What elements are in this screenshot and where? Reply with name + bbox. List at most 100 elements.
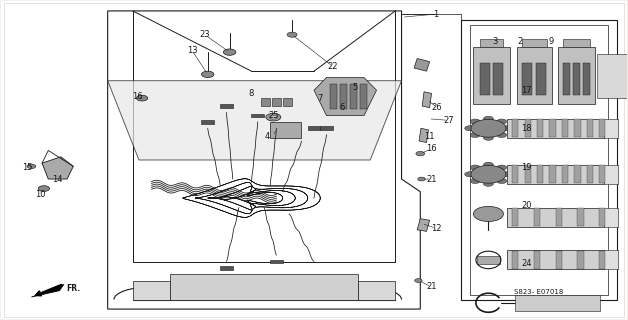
Bar [461,20,617,300]
Circle shape [471,165,506,183]
Polygon shape [417,219,430,231]
Circle shape [27,164,36,169]
Text: 8: 8 [249,89,254,98]
Bar [220,266,233,270]
Text: 22: 22 [328,62,338,71]
Bar [330,84,337,109]
Bar [536,63,546,95]
Text: 21: 21 [426,174,437,184]
Polygon shape [107,11,420,309]
Bar [604,119,618,138]
Bar [470,25,608,295]
Bar [512,165,519,183]
Text: 27: 27 [443,116,454,125]
Bar [516,295,600,311]
Bar [524,119,531,137]
Bar [512,119,519,137]
Bar [604,251,618,269]
Bar [550,119,556,137]
Text: 13: 13 [187,46,197,55]
Bar [507,165,604,184]
Polygon shape [480,39,504,47]
Bar [574,165,580,183]
Bar [340,84,347,109]
Circle shape [136,95,148,101]
Circle shape [484,162,494,167]
Circle shape [497,119,507,124]
Circle shape [224,49,236,55]
Text: 6: 6 [340,103,345,112]
Bar [587,119,593,137]
Bar [556,208,562,226]
Bar [537,165,543,183]
Circle shape [287,32,297,37]
Bar [220,104,233,108]
Circle shape [465,126,475,131]
Text: FR.: FR. [66,284,80,293]
Circle shape [266,113,281,121]
Bar [477,256,501,264]
Polygon shape [563,39,590,47]
Bar [534,251,540,269]
Bar [587,165,593,183]
Polygon shape [270,122,301,138]
Polygon shape [42,157,73,179]
Circle shape [470,165,480,170]
Text: 18: 18 [521,124,532,133]
Bar [577,251,583,269]
Bar [583,63,590,95]
Text: 25: 25 [268,111,279,120]
Circle shape [418,177,425,181]
Bar [604,165,618,184]
Circle shape [484,135,494,140]
Bar [573,63,580,95]
Circle shape [202,71,214,77]
Circle shape [38,186,50,191]
Circle shape [470,119,480,124]
Text: 24: 24 [521,259,532,268]
Bar [512,251,519,269]
Bar [599,119,605,137]
Bar [599,208,605,226]
Polygon shape [107,81,401,160]
Bar [562,119,568,137]
Text: 2: 2 [517,36,523,45]
Circle shape [502,126,512,131]
Text: 16: 16 [426,144,437,153]
Bar [599,165,605,183]
Bar [133,281,170,300]
Text: 21: 21 [426,282,437,292]
Circle shape [269,115,277,119]
Text: 17: 17 [521,86,532,95]
Polygon shape [31,284,64,297]
Text: 3: 3 [492,36,498,45]
Bar [556,251,562,269]
Bar [283,98,292,106]
Text: 4: 4 [264,132,270,141]
Bar [574,119,580,137]
Text: 9: 9 [549,36,554,45]
Circle shape [465,172,475,177]
Bar [494,63,504,95]
Bar [522,63,532,95]
Bar [524,165,531,183]
Text: 1: 1 [433,10,438,19]
Polygon shape [558,47,595,105]
Polygon shape [522,39,546,47]
Text: 23: 23 [199,30,210,39]
Bar [534,208,540,226]
Text: 16: 16 [133,92,143,101]
Bar [577,208,583,226]
Text: 5: 5 [352,83,357,92]
Circle shape [502,172,512,177]
Text: 7: 7 [318,94,323,103]
Polygon shape [414,59,430,71]
Bar [512,208,519,226]
Text: 11: 11 [425,132,435,141]
Bar [360,84,367,109]
Bar [350,84,357,109]
Bar [308,126,320,130]
Bar [170,274,358,300]
Circle shape [497,165,507,170]
Bar [563,63,570,95]
